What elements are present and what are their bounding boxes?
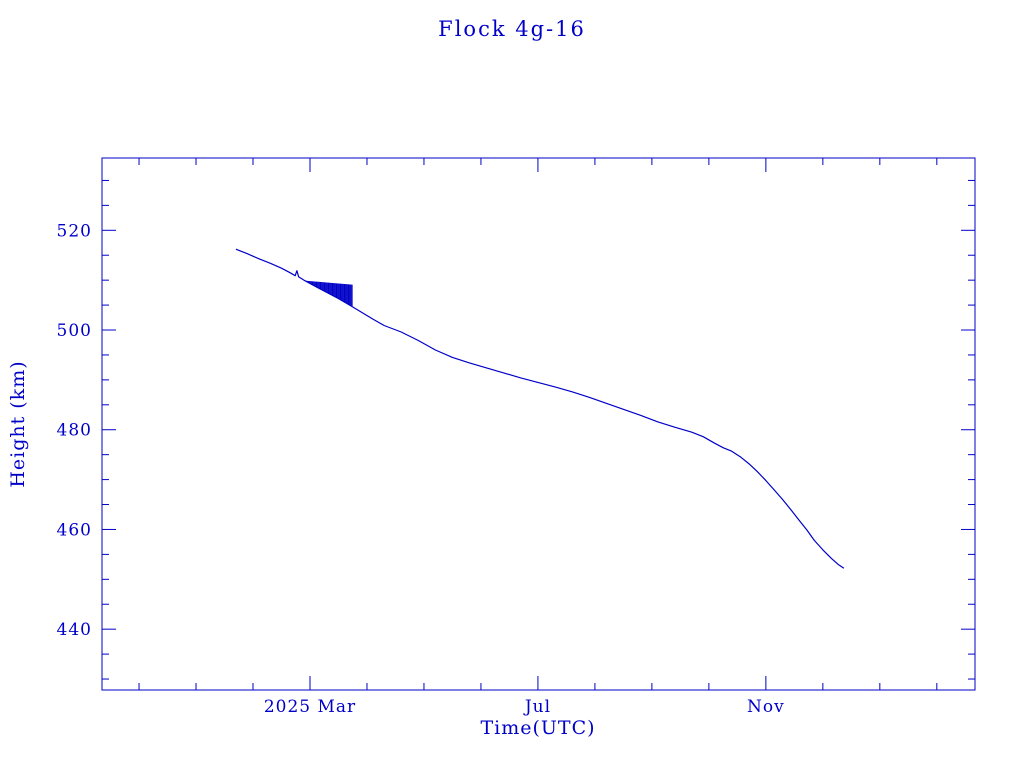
axes-box: [101, 157, 976, 691]
noise-band: [305, 280, 353, 307]
svg-text:500: 500: [57, 321, 92, 341]
svg-text:480: 480: [57, 421, 92, 441]
tick-labels: 2025 Mar Jul Nov 440 460 480 500 520: [57, 221, 785, 717]
svg-text:460: 460: [57, 520, 92, 540]
data-line: [235, 248, 845, 569]
svg-text:Jul: Jul: [523, 697, 551, 717]
svg-text:2025 Mar: 2025 Mar: [264, 697, 356, 717]
svg-text:440: 440: [57, 620, 92, 640]
chart-title: Flock 4g-16: [438, 17, 586, 41]
tick-marks: [102, 158, 975, 690]
x-axis-title: Time(UTC): [480, 717, 596, 739]
svg-text:520: 520: [57, 221, 92, 241]
svg-text:Nov: Nov: [747, 697, 785, 717]
